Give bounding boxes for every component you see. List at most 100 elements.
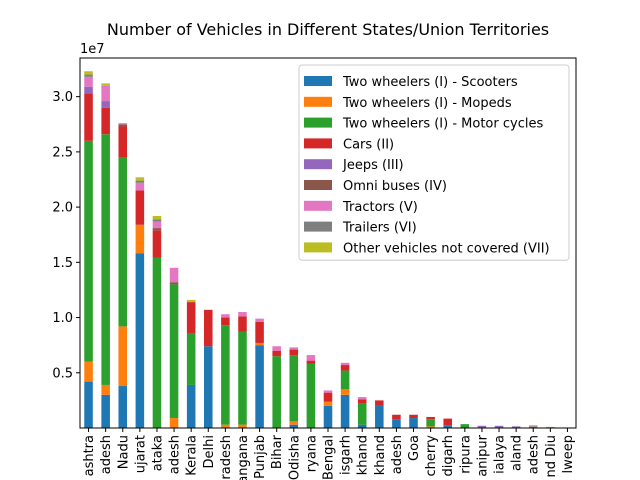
legend-swatch bbox=[304, 159, 332, 170]
bar-segment bbox=[118, 124, 128, 127]
bar-segment bbox=[152, 230, 162, 258]
x-tick-label: Bengal bbox=[322, 435, 337, 480]
bar-segment bbox=[84, 76, 93, 87]
bar-segment bbox=[84, 140, 93, 362]
x-tick-label: Bihar bbox=[270, 434, 285, 469]
bar-segment bbox=[443, 425, 452, 428]
x-tick-label: ripura bbox=[458, 435, 473, 474]
legend-label: Other vehicles not covered (VII) bbox=[343, 241, 550, 256]
bar-segment bbox=[494, 425, 504, 428]
x-tick-label: isgarh bbox=[339, 435, 354, 475]
x-tick-label: ataka bbox=[150, 435, 165, 471]
x-tick-label: cherry bbox=[424, 435, 439, 477]
bar-segment bbox=[84, 93, 93, 141]
bar-segment bbox=[169, 282, 179, 285]
bar-segment bbox=[221, 314, 230, 318]
bar-segment bbox=[306, 360, 316, 364]
bar-segment bbox=[135, 182, 145, 191]
bar-segment bbox=[169, 284, 179, 419]
bar-segment bbox=[152, 221, 162, 229]
x-tick-label: Odisha bbox=[287, 435, 302, 480]
bar-segment bbox=[306, 363, 316, 428]
x-tick-label: nd Diu bbox=[544, 435, 559, 478]
bar-segment bbox=[152, 257, 162, 428]
bar-segment bbox=[340, 370, 350, 390]
bar-segment bbox=[409, 414, 418, 419]
x-tick-label: radesh bbox=[219, 435, 234, 480]
legend-swatch bbox=[304, 138, 332, 149]
plot-frame bbox=[79, 57, 577, 429]
bar-segment bbox=[118, 326, 128, 387]
bar-segment bbox=[101, 101, 110, 108]
y-axis-ticks: 0.5 1.0 1.5 2.0 2.5 3.0 bbox=[52, 90, 80, 381]
bar-segment bbox=[255, 321, 264, 343]
bar-segment bbox=[204, 346, 213, 428]
x-tick-label: khand bbox=[356, 435, 371, 475]
bar-segment bbox=[169, 418, 179, 428]
legend-swatch bbox=[304, 96, 332, 107]
bar-segment bbox=[186, 333, 196, 385]
x-tick-label: adesh bbox=[99, 435, 114, 474]
x-tick-label: angana bbox=[236, 435, 251, 480]
bar-segment bbox=[204, 309, 213, 347]
legend: Two wheelers (I) - Scooters Two wheelers … bbox=[298, 64, 570, 261]
legend-label: Two wheelers (I) - Mopeds bbox=[342, 96, 512, 111]
bar-segment bbox=[511, 426, 521, 428]
x-tick-label: khand bbox=[373, 435, 388, 475]
bar-segment bbox=[392, 419, 401, 428]
legend-box bbox=[298, 64, 570, 261]
y-tick-label: 0.5 bbox=[52, 366, 73, 381]
x-tick-label: adesh bbox=[390, 435, 405, 474]
bar-segment bbox=[101, 384, 110, 395]
bar-segment bbox=[357, 397, 367, 400]
bar-segment bbox=[255, 342, 264, 346]
bar-segment bbox=[272, 350, 281, 357]
bar-segment bbox=[135, 180, 145, 183]
bar-segment bbox=[272, 356, 281, 428]
bar-segment bbox=[272, 346, 281, 351]
bar-segment bbox=[426, 426, 435, 428]
x-tick-label: ujarat bbox=[133, 435, 148, 473]
legend-label: Trailers (VI) bbox=[342, 221, 417, 236]
chart-title: Number of Vehicles in Different States/U… bbox=[107, 20, 549, 39]
bar-segment bbox=[84, 86, 93, 94]
bar-segment bbox=[135, 224, 145, 254]
bar-segment bbox=[152, 228, 162, 231]
bar-segment bbox=[426, 419, 435, 427]
bar-segment bbox=[528, 425, 538, 427]
bar-segment bbox=[357, 403, 367, 425]
bar-segment bbox=[135, 190, 145, 225]
x-tick-label: aland bbox=[510, 435, 525, 471]
bar-segment bbox=[118, 123, 128, 125]
bar-segment bbox=[340, 389, 350, 395]
bar-segment bbox=[221, 424, 230, 428]
bar-segment bbox=[528, 426, 538, 428]
legend-swatch bbox=[304, 221, 332, 232]
x-tick-label: Delhi bbox=[202, 435, 217, 468]
bar-segment bbox=[221, 317, 230, 326]
x-tick-label: ialaya bbox=[493, 435, 508, 474]
legend-label: Jeeps (III) bbox=[342, 158, 404, 173]
bar-segment bbox=[340, 365, 350, 371]
bar-segment bbox=[118, 126, 128, 158]
x-tick-label: ashtra bbox=[82, 435, 97, 476]
bar-segment bbox=[84, 381, 93, 428]
x-tick-label: anipur bbox=[475, 434, 490, 476]
bar-segment bbox=[238, 316, 247, 332]
y-tick-label: 1.0 bbox=[52, 311, 73, 326]
bar-segment bbox=[101, 107, 110, 135]
bar-segment bbox=[101, 83, 110, 86]
legend-swatch bbox=[304, 117, 332, 128]
bar-segment bbox=[84, 74, 93, 77]
x-tick-label: lweep bbox=[561, 435, 576, 474]
bar-segment bbox=[375, 405, 384, 428]
y-tick-label: 2.0 bbox=[52, 201, 73, 216]
y-axis-scale-label: 1e7 bbox=[80, 42, 105, 57]
bar-segment bbox=[238, 424, 247, 428]
y-tick-label: 1.5 bbox=[52, 256, 73, 271]
bar-segment bbox=[289, 349, 299, 356]
bar-segment bbox=[306, 355, 316, 361]
legend-label: Cars (II) bbox=[343, 137, 394, 152]
bar-segment bbox=[135, 253, 145, 428]
bar-segment bbox=[118, 386, 128, 428]
